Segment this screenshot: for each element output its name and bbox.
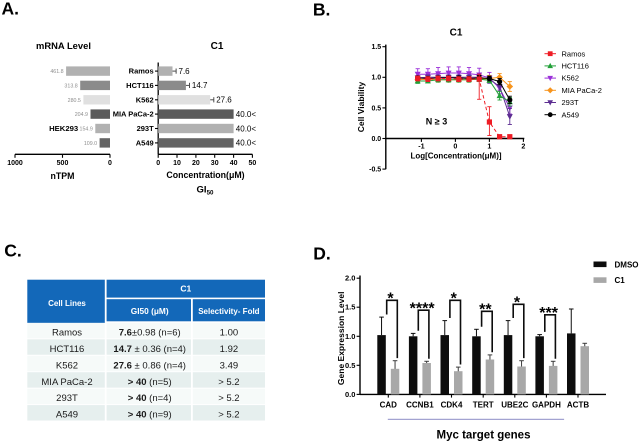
svg-text:B.: B. — [313, 0, 331, 20]
svg-text:A549: A549 — [56, 410, 78, 421]
svg-text:1.92: 1.92 — [220, 344, 239, 355]
svg-text:2.0: 2.0 — [345, 274, 355, 283]
svg-text:> 40 (n=4): > 40 (n=4) — [128, 393, 172, 404]
svg-text:154.9: 154.9 — [80, 127, 93, 133]
svg-text:C1: C1 — [450, 28, 463, 39]
svg-text:Ramos: Ramos — [562, 49, 586, 58]
svg-text:30: 30 — [211, 160, 219, 167]
svg-text:7.6: 7.6 — [179, 67, 191, 76]
svg-text:> 5.2: > 5.2 — [218, 410, 239, 421]
svg-text:0: 0 — [453, 141, 457, 150]
svg-text:2: 2 — [521, 141, 525, 150]
svg-text:3.49: 3.49 — [220, 360, 239, 371]
svg-text:C1: C1 — [180, 284, 191, 294]
svg-text:-0.5: -0.5 — [369, 167, 381, 174]
svg-text:****: **** — [410, 300, 436, 317]
svg-text:C1: C1 — [615, 276, 626, 285]
svg-text:CCNB1: CCNB1 — [406, 401, 434, 410]
svg-text:nTPM: nTPM — [51, 171, 75, 181]
svg-text:C1: C1 — [211, 41, 224, 52]
svg-text:313.8: 313.8 — [64, 84, 77, 90]
svg-text:Gene Expression Level: Gene Expression Level — [336, 292, 346, 386]
svg-text:1.0: 1.0 — [371, 75, 381, 82]
svg-text:0.0: 0.0 — [371, 136, 381, 143]
svg-text:27.6 ± 0.86 (n=4): 27.6 ± 0.86 (n=4) — [113, 360, 186, 371]
svg-text:-1: -1 — [418, 141, 424, 150]
svg-text:GAPDH: GAPDH — [532, 401, 561, 410]
svg-text:> 5.2: > 5.2 — [218, 377, 239, 388]
svg-text:109.0: 109.0 — [84, 141, 97, 147]
svg-text:A549: A549 — [562, 110, 580, 119]
svg-text:293T: 293T — [562, 98, 580, 107]
svg-text:Ramos: Ramos — [52, 327, 82, 338]
svg-text:TERT: TERT — [473, 401, 494, 410]
svg-text:> 40 (n=5): > 40 (n=5) — [128, 377, 172, 388]
svg-text:HEK293: HEK293 — [49, 124, 78, 133]
svg-text:1: 1 — [487, 141, 491, 150]
svg-text:27.6: 27.6 — [216, 96, 232, 105]
svg-text:> 40 (n=9): > 40 (n=9) — [128, 410, 172, 421]
svg-text:20: 20 — [192, 160, 200, 167]
svg-text:1.00: 1.00 — [220, 327, 239, 338]
svg-text:*: * — [387, 291, 394, 308]
svg-text:1.0: 1.0 — [345, 332, 355, 341]
svg-text:DMSO: DMSO — [615, 260, 639, 269]
svg-text:204.9: 204.9 — [75, 112, 88, 118]
svg-text:40.0<: 40.0< — [236, 124, 257, 133]
svg-text:A549: A549 — [136, 139, 154, 148]
svg-text:7.6±0.98 (n=6): 7.6±0.98 (n=6) — [119, 327, 181, 338]
svg-text:CDK4: CDK4 — [441, 401, 463, 410]
svg-text:MIA PaCa-2: MIA PaCa-2 — [41, 377, 92, 388]
svg-text:Cell Viability: Cell Viability — [356, 82, 366, 133]
svg-text:0.5: 0.5 — [345, 361, 355, 370]
svg-text:*: * — [451, 291, 458, 308]
svg-text:40: 40 — [230, 160, 238, 167]
svg-text:MIA PaCa-2: MIA PaCa-2 — [113, 110, 154, 119]
svg-text:*: * — [514, 295, 521, 312]
svg-text:N ≥ 3: N ≥ 3 — [426, 116, 447, 126]
svg-text:1.5: 1.5 — [345, 303, 355, 312]
svg-text:HCT116: HCT116 — [50, 344, 85, 355]
svg-text:461.8: 461.8 — [50, 69, 63, 75]
svg-text:MIA PaCa-2: MIA PaCa-2 — [562, 86, 602, 95]
svg-text:Myc target genes: Myc target genes — [437, 430, 531, 441]
svg-text:GI50 (μM): GI50 (μM) — [131, 306, 169, 316]
svg-text:1000: 1000 — [7, 160, 23, 167]
svg-text:***: *** — [539, 305, 558, 322]
svg-text:40.0<: 40.0< — [236, 110, 257, 119]
svg-text:HCT116: HCT116 — [126, 81, 154, 90]
svg-text:1.5: 1.5 — [371, 44, 381, 51]
svg-text:0: 0 — [108, 160, 112, 167]
svg-text:293T: 293T — [137, 124, 155, 133]
svg-text:K562: K562 — [136, 95, 154, 104]
svg-text:> 5.2: > 5.2 — [218, 393, 239, 404]
svg-text:mRNA Level: mRNA Level — [36, 40, 91, 51]
svg-text:Cell Lines: Cell Lines — [48, 299, 86, 308]
svg-text:0: 0 — [156, 160, 160, 167]
svg-text:K562: K562 — [562, 74, 580, 83]
svg-text:14.7 ± 0.36 (n=4): 14.7 ± 0.36 (n=4) — [113, 344, 186, 355]
svg-text:D.: D. — [313, 244, 331, 264]
svg-text:HCT116: HCT116 — [562, 62, 589, 71]
svg-text:280.5: 280.5 — [68, 98, 81, 104]
svg-text:**: ** — [479, 302, 492, 319]
svg-text:C.: C. — [4, 241, 22, 261]
svg-text:500: 500 — [57, 160, 69, 167]
svg-text:0.0: 0.0 — [345, 390, 355, 399]
svg-text:K562: K562 — [56, 360, 78, 371]
svg-text:40.0<: 40.0< — [236, 139, 257, 148]
svg-text:Concentration(μM): Concentration(μM) — [166, 170, 244, 180]
svg-text:14.7: 14.7 — [192, 81, 208, 90]
svg-text:UBE2C: UBE2C — [501, 401, 528, 410]
svg-text:A.: A. — [2, 0, 20, 18]
svg-text:50: 50 — [249, 160, 257, 167]
svg-text:ACTB: ACTB — [567, 401, 589, 410]
svg-text:Selectivity- Fold: Selectivity- Fold — [198, 307, 259, 316]
svg-text:293T: 293T — [56, 393, 78, 404]
svg-text:10: 10 — [173, 160, 181, 167]
svg-text:Ramos: Ramos — [129, 67, 154, 76]
svg-text:0.5: 0.5 — [371, 105, 381, 112]
svg-text:CAD: CAD — [380, 401, 398, 410]
svg-text:Log[Concentration(μM)]: Log[Concentration(μM)] — [410, 152, 501, 161]
